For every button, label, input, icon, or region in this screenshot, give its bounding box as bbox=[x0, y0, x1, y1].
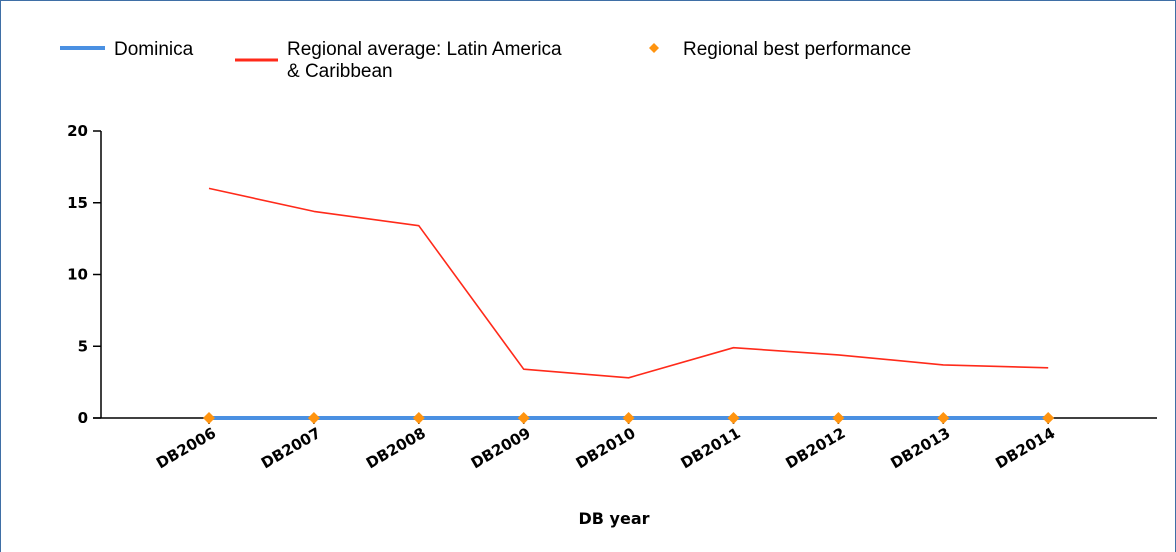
legend-label-regional-average-line-2: & Caribbean bbox=[287, 61, 393, 82]
y-tick-label-15: 15 bbox=[67, 194, 88, 212]
legend-swatch-regional-best bbox=[649, 43, 659, 53]
legend-item-dominica: Dominica bbox=[60, 39, 194, 60]
y-tick-label-20: 20 bbox=[67, 122, 88, 140]
x-tick-label-DB2011: DB2011 bbox=[678, 424, 744, 472]
x-tick-label-DB2010: DB2010 bbox=[573, 424, 639, 472]
marker-regional-best-performance-db2007 bbox=[307, 412, 320, 424]
x-tick-label-DB2006: DB2006 bbox=[153, 424, 219, 472]
marker-regional-best-performance-db2009 bbox=[517, 412, 530, 424]
legend-label-regional-best: Regional best performance bbox=[683, 39, 911, 60]
x-tick-label-DB2012: DB2012 bbox=[783, 424, 849, 472]
marker-regional-best-performance-db2011 bbox=[727, 412, 740, 424]
x-tick-label-DB2013: DB2013 bbox=[887, 424, 953, 472]
legend-item-regional-best: Regional best performance bbox=[649, 39, 911, 60]
y-tick-label-5: 5 bbox=[78, 337, 88, 355]
marker-regional-best-performance-db2010 bbox=[622, 412, 635, 424]
legend: Dominica Regional average: Latin America… bbox=[60, 39, 911, 82]
legend-label-dominica: Dominica bbox=[114, 39, 194, 60]
series-layer bbox=[203, 187, 1055, 424]
marker-regional-best-performance-db2008 bbox=[412, 412, 425, 424]
legend-label-regional-average-line-1: Regional average: Latin America bbox=[287, 39, 562, 60]
x-tick-label-DB2014: DB2014 bbox=[992, 424, 1058, 472]
marker-regional-best-performance-db2006 bbox=[203, 412, 215, 424]
x-axis-title: DB year bbox=[578, 509, 649, 528]
x-tick-label-DB2009: DB2009 bbox=[468, 424, 534, 472]
marker-regional-best-performance-db2012 bbox=[832, 412, 845, 424]
series-line-regional-average-latin-america-caribbean bbox=[208, 187, 1049, 379]
x-tick-label-DB2008: DB2008 bbox=[363, 424, 429, 472]
marker-regional-best-performance-db2014 bbox=[1042, 412, 1055, 424]
legend-item-regional-average: Regional average: Latin America & Caribb… bbox=[235, 39, 562, 82]
y-tick-label-0: 0 bbox=[78, 409, 88, 427]
y-tick-label-10: 10 bbox=[67, 266, 88, 284]
x-tick-label-DB2007: DB2007 bbox=[258, 424, 324, 472]
marker-regional-best-performance-db2013 bbox=[937, 412, 950, 424]
